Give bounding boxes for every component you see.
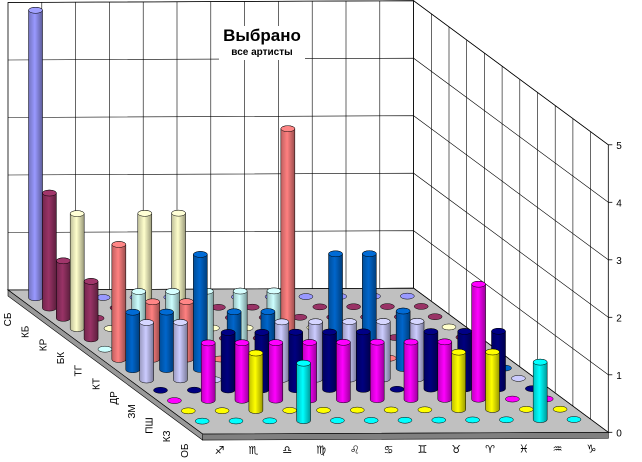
bar-КБ-0 [42,189,57,312]
bar-base-cyan-11 [566,416,582,423]
bar-base-yel-3 [282,407,297,414]
z-tick-label: 2 [616,313,622,324]
x-label: ♐ [215,444,225,457]
bar-base-yel-0 [181,407,196,415]
bar-КЗ-2 [220,329,236,394]
x-label: ♊ [417,443,427,456]
bar-cyan-3 [296,359,311,424]
bar-base-cyan-8 [465,416,480,424]
x-label: ♍ [316,444,326,457]
bar-base-КЗ-7 [389,385,405,393]
bar-СБ-0 [28,7,43,302]
bar-base-yel-7 [417,406,433,414]
bar-КЗ-5 [322,328,337,393]
bar-base-КР-11 [427,313,443,320]
bar-base-СБ-8 [298,293,314,300]
bar-base-КБ-11 [413,303,429,310]
chart-bars [28,7,582,425]
depth-label: КЗ [162,430,173,442]
bar-ТГ-0 [83,278,99,343]
bar-ОБ-5 [336,339,351,404]
bar-КЗ-8 [423,328,439,393]
z-tick-label: 5 [616,141,622,152]
bar-yel-9 [485,348,500,413]
bar-base-КБ-8 [312,303,328,311]
depth-label: КР [38,338,49,351]
z-tick-label: 1 [616,371,622,382]
bar-base-cyan-4 [330,417,345,424]
depth-label: КБ [21,325,32,338]
bar-base-cyan-2 [262,417,278,425]
bar-cyan-10 [532,358,548,423]
bar-ОБ-6 [369,338,385,403]
x-label: ♈ [485,443,495,456]
x-label: ♋ [384,443,394,456]
chart-subtitle: все артисты [231,47,293,58]
bar-ОБ-2 [234,339,250,404]
bar-base-yel-6 [383,406,399,414]
bar-ЗМ-1 [159,308,174,373]
chart-title-box: Выбрано все артисты [219,26,305,60]
x-label: ♌ [350,443,360,456]
depth-label: БК [56,352,67,365]
bar-base-ОБ-10 [505,395,520,403]
x-label: ♑ [586,442,596,455]
bar-ПШ-0 [139,319,154,384]
bar-base-БК-11 [441,323,457,331]
bar-base-КТ-0 [97,345,113,353]
x-label: ♒ [553,443,563,456]
bar-ОБ-8 [437,338,453,403]
x-label: ♓ [519,443,529,456]
depth-label: ПШ [144,417,155,433]
bar-yel-8 [451,348,466,413]
bar-base-cyan-1 [228,417,244,425]
depth-label: КТ [91,378,102,390]
bar-base-ПШ-11 [511,375,526,382]
bar-КЗ-6 [356,328,371,393]
chart-walls [7,0,609,434]
depth-label: ОБ [180,443,191,458]
depth-label: СБ [3,312,14,326]
bar-base-yel-4 [316,406,331,414]
z-tick-label: 3 [616,256,622,267]
bar-yel-2 [248,349,264,414]
bar-base-yel-5 [350,406,365,414]
z-tick-label: 0 [616,428,622,439]
bar-base-cyan-7 [431,416,447,424]
depth-label: ЗМ [127,404,138,418]
bar-base-cyan-9 [499,416,514,424]
bar-base-yel-1 [214,407,230,414]
bar-base-СБ-11 [400,292,415,300]
bar-base-КБ-10 [380,303,395,310]
depth-label: ДР [109,391,120,405]
bar-ПШ-1 [173,319,188,384]
bar-БК-0 [69,210,85,332]
bar-КР-0 [56,257,71,322]
bar-base-cyan-5 [363,417,379,424]
bar-base-КЗ-1 [187,386,202,394]
chart-floor-side [7,289,203,441]
bar-ЗМ-0 [125,308,140,373]
chart-title: Выбрано [223,26,301,45]
bar-base-КБ-9 [346,303,361,310]
bar-base-cyan-0 [194,417,210,425]
z-tick-label: 4 [616,198,622,209]
x-label: ♎ [282,444,292,457]
x-label: ♏ [248,444,258,457]
bar-ДР-0 [111,241,127,363]
x-label: ♉ [451,443,461,456]
bar-base-cyan-6 [397,416,413,424]
bar-ОБ-1 [200,339,216,404]
bar-base-yel-11 [552,405,568,413]
depth-label: ТГ [74,364,85,376]
bar-ОБ-9 [471,280,486,403]
chart-labels: 0 1 2 3 4 5 СБ КБ КР БК ТГ КТ ДР ЗМ ПШ КЗ ОБ ♐ ♏ ♎ ♍ ♌ ♋ ♊ ♉ ♈ ♓ ♒ ♑ [3,141,622,458]
bar-ОБ-7 [403,338,419,403]
bar-base-КЗ-0 [153,387,168,394]
bar-ОБ-3 [268,339,284,404]
bar-base-yel-10 [519,406,534,413]
bar-base-ОБ-0 [167,397,182,404]
